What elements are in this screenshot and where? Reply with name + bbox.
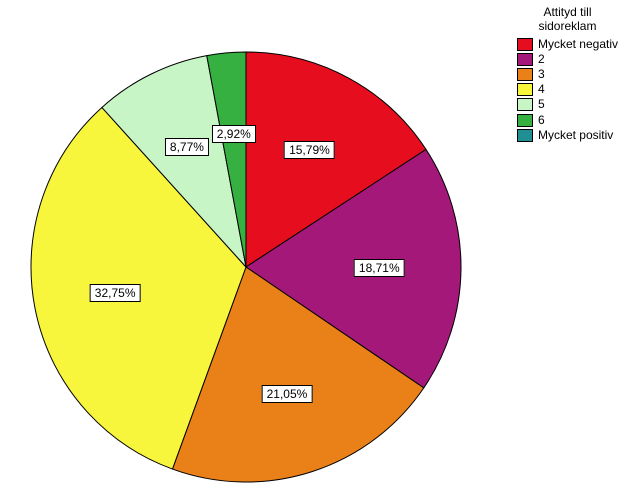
legend-title-line1: Attityd till xyxy=(543,5,591,19)
legend-swatch-6 xyxy=(517,114,533,127)
legend-swatch-2 xyxy=(517,53,533,66)
legend-item-3: 3 xyxy=(517,68,618,81)
legend-swatch-mycket_negativ xyxy=(517,38,533,51)
slice-label-2: 18,71% xyxy=(354,259,405,277)
legend-item-4: 4 xyxy=(517,83,618,96)
pie-chart-container: { "chart": { "type": "pie", "width": 626… xyxy=(0,0,626,501)
legend: Attityd till sidoreklam Mycket negativ 2 3… xyxy=(517,6,618,142)
legend-label-mycket_negativ: Mycket negativ xyxy=(538,38,618,51)
legend-label-6: 6 xyxy=(538,114,545,127)
legend-swatch-4 xyxy=(517,83,533,96)
slice-label-3: 21,05% xyxy=(262,385,313,403)
legend-item-mycket_positiv: Mycket positiv xyxy=(517,129,618,142)
legend-item-5: 5 xyxy=(517,98,618,111)
legend-label-3: 3 xyxy=(538,68,545,81)
slice-label-mycket_negativ: 15,79% xyxy=(284,141,335,159)
legend-label-5: 5 xyxy=(538,98,545,111)
legend-item-6: 6 xyxy=(517,114,618,127)
legend-swatch-5 xyxy=(517,98,533,111)
legend-label-4: 4 xyxy=(538,83,545,96)
legend-item-2: 2 xyxy=(517,53,618,66)
legend-swatch-mycket_positiv xyxy=(517,129,533,142)
legend-items: Mycket negativ 2 3 4 5 6 Mycket positiv xyxy=(517,38,618,142)
legend-title: Attityd till sidoreklam xyxy=(517,6,618,34)
slice-label-5: 8,77% xyxy=(165,138,209,156)
legend-label-2: 2 xyxy=(538,53,545,66)
legend-item-mycket_negativ: Mycket negativ xyxy=(517,38,618,51)
slice-label-6: 2,92% xyxy=(212,125,256,143)
legend-title-line2: sidoreklam xyxy=(538,19,596,33)
slice-label-4: 32,75% xyxy=(90,284,141,302)
legend-label-mycket_positiv: Mycket positiv xyxy=(538,129,613,142)
legend-swatch-3 xyxy=(517,68,533,81)
